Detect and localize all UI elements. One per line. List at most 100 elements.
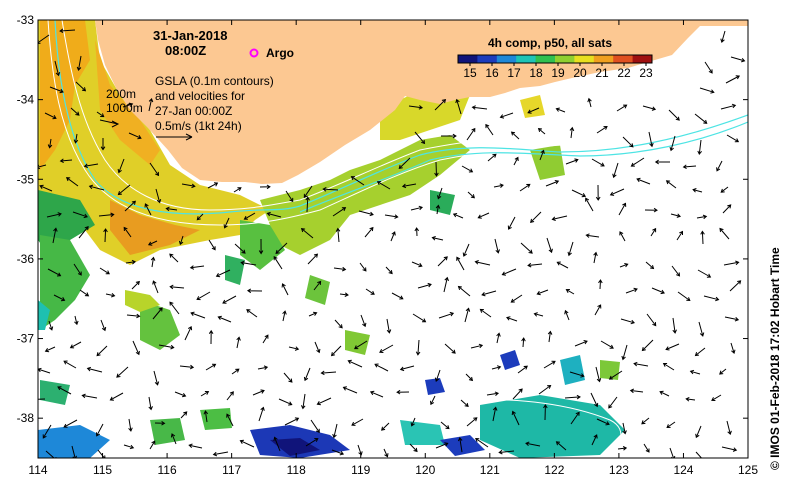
velocity-arrow <box>320 370 337 376</box>
velocity-arrow <box>305 196 310 213</box>
velocity-arrow <box>275 242 288 255</box>
velocity-arrow <box>730 56 746 63</box>
velocity-arrow <box>716 160 723 172</box>
x-tick-label: 115 <box>93 463 112 477</box>
velocity-arrow <box>190 311 206 319</box>
velocity-arrow <box>189 265 205 270</box>
velocity-arrow <box>665 180 677 189</box>
velocity-arrow <box>622 136 634 148</box>
velocity-arrow <box>252 389 265 396</box>
velocity-arrow <box>125 259 137 265</box>
y-tick-label: -34 <box>17 93 35 107</box>
velocity-arrow <box>48 320 54 331</box>
velocity-arrow <box>477 212 490 219</box>
velocity-arrow <box>414 227 420 237</box>
velocity-arrow <box>196 291 211 301</box>
velocity-arrow <box>184 325 193 341</box>
velocity-arrow <box>725 75 741 84</box>
colorbar-segment <box>496 55 517 63</box>
velocity-arrow <box>494 238 500 254</box>
y-tick-label: -37 <box>17 332 35 346</box>
velocity-arrow <box>587 97 592 108</box>
velocity-arrow <box>339 292 349 297</box>
velocity-arrow <box>383 448 389 458</box>
velocity-arrow <box>619 263 629 268</box>
velocity-arrow <box>65 177 79 187</box>
velocity-arrow <box>351 418 364 426</box>
velocity-arrow <box>510 131 520 140</box>
velocity-arrow <box>457 436 463 453</box>
velocity-arrow <box>369 390 384 398</box>
velocity-arrow <box>123 444 135 450</box>
velocity-arrow <box>547 330 553 343</box>
velocity-arrow <box>358 210 374 217</box>
velocity-arrow <box>609 188 625 196</box>
velocity-arrow <box>487 153 497 162</box>
colorbar-segment <box>574 55 595 63</box>
y-tick-label: -38 <box>17 411 35 425</box>
velocity-arrow <box>662 363 675 371</box>
velocity-arrow <box>711 394 722 401</box>
plot-frame <box>37 19 749 459</box>
y-tick-label: -36 <box>17 252 35 266</box>
annotation-line-1: GSLA (0.1m contours) <box>155 74 274 88</box>
velocity-arrow <box>719 227 730 240</box>
velocity-arrow <box>692 188 703 193</box>
velocity-arrow <box>467 191 475 199</box>
velocity-arrow <box>444 343 456 354</box>
velocity-arrow <box>596 418 610 426</box>
velocity-arrow <box>551 215 568 221</box>
velocity-arrows <box>38 28 746 458</box>
velocity-arrow <box>342 386 358 394</box>
velocity-arrow <box>222 295 237 304</box>
velocity-arrow <box>694 113 708 124</box>
velocity-arrow <box>499 112 514 119</box>
velocity-arrow <box>47 268 62 277</box>
velocity-arrow <box>594 304 602 316</box>
velocity-arrow <box>239 439 255 448</box>
velocity-arrow <box>266 211 282 218</box>
velocity-arrow <box>44 112 57 120</box>
velocity-arrow <box>246 288 263 294</box>
velocity-arrow <box>641 339 654 352</box>
velocity-arrow <box>527 107 540 114</box>
velocity-arrow <box>179 364 195 370</box>
velocity-arrow <box>117 158 125 174</box>
velocity-arrow <box>650 227 657 237</box>
velocity-arrow <box>364 226 374 238</box>
velocity-arrow <box>226 391 234 401</box>
velocity-arrow <box>98 212 115 218</box>
velocity-arrow <box>545 180 560 187</box>
y-tick-label: -35 <box>17 172 35 186</box>
velocity-arrow <box>722 204 732 214</box>
velocity-arrow <box>726 420 732 435</box>
velocity-arrow <box>169 301 180 315</box>
colorbar-segment <box>535 55 556 63</box>
velocity-arrow <box>720 103 737 110</box>
velocity-arrow <box>685 396 696 402</box>
velocity-arrow <box>401 183 417 189</box>
velocity-arrow <box>677 291 691 302</box>
x-axis: 114 115 116 117 118 119 120 121 122 123 124 125 <box>28 20 758 477</box>
velocity-arrow <box>546 237 553 254</box>
velocity-arrow <box>569 126 575 139</box>
velocity-arrow <box>455 98 462 115</box>
velocity-arrow <box>590 392 599 408</box>
annotation-line-4: 0.5m/s (1kt 24h) <box>155 119 242 133</box>
velocity-arrow <box>440 421 450 430</box>
velocity-arrow <box>330 345 342 357</box>
velocity-arrow <box>512 388 523 400</box>
velocity-arrow <box>491 365 502 370</box>
velocity-arrow <box>618 202 627 216</box>
colorbar-title: 4h comp, p50, all sats <box>488 36 613 50</box>
velocity-arrow <box>695 425 702 439</box>
velocity-arrow <box>564 309 570 321</box>
velocity-arrow <box>555 107 566 113</box>
velocity-arrow <box>360 314 367 328</box>
velocity-arrow <box>567 241 574 257</box>
velocity-arrow <box>565 158 579 165</box>
velocity-arrow <box>259 184 271 190</box>
velocity-arrow <box>86 366 103 373</box>
velocity-arrow <box>153 370 160 386</box>
